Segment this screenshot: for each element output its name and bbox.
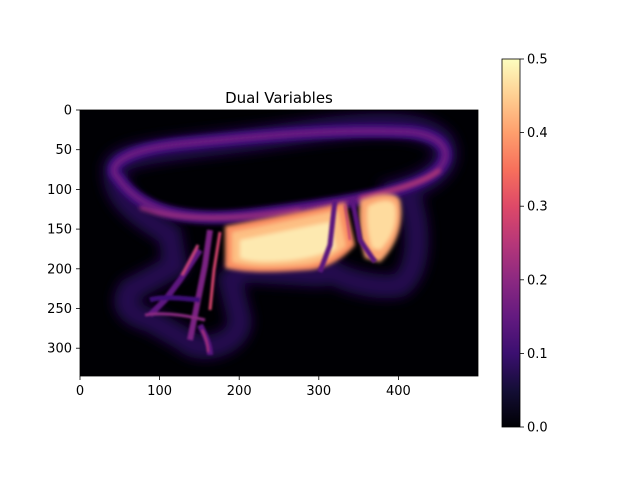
y-axis-ticks: 0 50 100 150 200 250 300 xyxy=(47,104,80,357)
x-tick-label: 0 xyxy=(76,384,84,399)
colorbar-bar xyxy=(502,59,520,427)
y-tick-label: 200 xyxy=(47,262,72,277)
axes-frame xyxy=(79,109,479,377)
colorbar-tick-label: 0.0 xyxy=(527,421,548,436)
x-tick-label: 100 xyxy=(147,384,172,399)
x-tick-label: 300 xyxy=(306,384,331,399)
colorbar-frame xyxy=(501,58,521,428)
chart-title: Dual Variables xyxy=(225,89,333,107)
colorbar-tick-label: 0.5 xyxy=(527,53,548,68)
y-tick-label: 0 xyxy=(64,104,72,119)
colorbar-tick-label: 0.4 xyxy=(527,126,548,141)
colorbar-tick-label: 0.2 xyxy=(527,273,548,288)
heatmap-oval-frame xyxy=(107,123,453,225)
colorbar: 0.0 0.1 0.2 0.3 0.4 0.5 xyxy=(501,53,548,436)
y-tick-label: 150 xyxy=(47,223,72,238)
y-tick-label: 300 xyxy=(47,342,72,357)
y-tick-label: 250 xyxy=(47,302,72,317)
colorbar-tick-label: 0.1 xyxy=(527,347,548,362)
colorbar-tick-label: 0.3 xyxy=(527,200,548,215)
y-tick-label: 100 xyxy=(47,183,72,198)
x-tick-label: 400 xyxy=(386,384,411,399)
heatmap-image xyxy=(80,110,478,376)
heatmap-bright-region xyxy=(225,193,402,272)
colorbar-ticks: 0.0 0.1 0.2 0.3 0.4 0.5 xyxy=(520,53,548,436)
heatmap-struts xyxy=(144,197,378,356)
y-tick-label: 50 xyxy=(55,143,72,158)
x-tick-label: 200 xyxy=(227,384,252,399)
x-axis-ticks: 0 100 200 300 400 xyxy=(76,376,411,399)
